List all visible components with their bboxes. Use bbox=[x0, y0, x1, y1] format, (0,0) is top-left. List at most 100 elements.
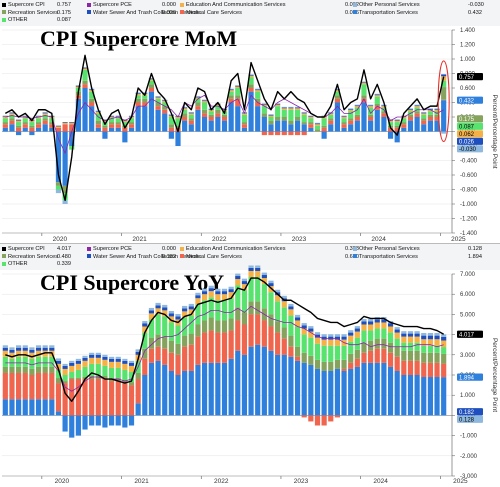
y-tick-label: -0.600 bbox=[460, 173, 478, 179]
x-tick-label: 2022 bbox=[212, 236, 227, 243]
bar-other-personal-services bbox=[202, 289, 207, 291]
bar-medical-care-services bbox=[209, 331, 214, 363]
bar-other bbox=[255, 92, 260, 99]
bar-other bbox=[415, 343, 420, 351]
value-tag: 0.432 bbox=[457, 97, 483, 105]
bar-recreation-services bbox=[242, 122, 247, 124]
bar-other-personal-services bbox=[3, 345, 8, 347]
bar-medical-care-services bbox=[116, 381, 121, 415]
bar-water-sewer-and-trash-collection-services bbox=[175, 316, 180, 319]
bar-water-sewer-and-trash-collection-services bbox=[421, 113, 426, 114]
bar-education-and-communication-services bbox=[388, 327, 393, 333]
bar-water-sewer-and-trash-collection-services bbox=[375, 319, 380, 322]
bar-other-personal-services bbox=[415, 105, 420, 106]
bar-transportation-services bbox=[381, 117, 386, 132]
bar-other-personal-services bbox=[434, 108, 439, 109]
bar-other bbox=[3, 118, 8, 122]
bar-medical-care-services bbox=[122, 383, 127, 415]
bar-other bbox=[282, 110, 287, 117]
bar-other bbox=[308, 118, 313, 122]
bar-transportation-services bbox=[361, 363, 366, 416]
bar-other bbox=[381, 329, 386, 339]
bar-transportation-services bbox=[295, 361, 300, 416]
bar-medical-care-services bbox=[288, 132, 293, 136]
value-tag: 0.757 bbox=[457, 73, 483, 81]
bar-medical-care-services bbox=[89, 103, 94, 107]
bar-transportation-services bbox=[222, 121, 227, 132]
bar-recreation-services bbox=[195, 103, 200, 107]
y-tick-label: 0.600 bbox=[460, 86, 476, 92]
value-tag-text: 0.026 bbox=[459, 140, 475, 146]
bar-other-personal-services bbox=[288, 107, 293, 108]
bar-other-personal-services bbox=[361, 319, 366, 321]
bar-other bbox=[282, 307, 287, 327]
bar-water-sewer-and-trash-collection-services bbox=[182, 308, 187, 311]
bar-education-and-communication-services bbox=[109, 362, 114, 368]
y-tick-label: -1.000 bbox=[460, 434, 478, 440]
bar-recreation-services bbox=[401, 122, 406, 124]
bar-other-personal-services bbox=[202, 100, 207, 101]
bar-water-sewer-and-trash-collection-services bbox=[288, 108, 293, 109]
value-tag-text: 0.182 bbox=[459, 410, 475, 416]
bar-water-sewer-and-trash-collection-services bbox=[109, 359, 114, 362]
bar-education-and-communication-services bbox=[129, 366, 134, 372]
bar-transportation-services bbox=[23, 128, 28, 132]
bar-other-personal-services bbox=[43, 345, 48, 347]
bar-water-sewer-and-trash-collection-services bbox=[361, 321, 366, 324]
bar-transportation-services bbox=[96, 415, 101, 425]
bar-transportation-services bbox=[235, 351, 240, 416]
bar-transportation-services bbox=[129, 128, 134, 132]
bar-other bbox=[16, 357, 21, 367]
bar-education-and-communication-services bbox=[381, 322, 386, 328]
bar-other bbox=[23, 118, 28, 122]
bar-other bbox=[69, 372, 74, 378]
bar-education-and-communication-services bbox=[155, 97, 160, 98]
bar-water-sewer-and-trash-collection-services bbox=[56, 126, 61, 127]
bar-education-and-communication-services bbox=[401, 337, 406, 343]
yoy-chart-svg: 7.0006.0005.0004.0003.0002.0001.0000.000… bbox=[0, 244, 500, 487]
bar-other bbox=[361, 84, 366, 95]
y-tick-label: 1.000 bbox=[460, 57, 476, 63]
bar-transportation-services bbox=[23, 399, 28, 415]
bar-other-personal-services bbox=[63, 364, 68, 366]
y-tick-label: 1.200 bbox=[460, 43, 476, 49]
bar-transportation-services bbox=[9, 399, 14, 415]
bar-education-and-communication-services bbox=[248, 271, 253, 277]
bar-medical-care-services bbox=[142, 359, 147, 375]
bar-medical-care-services bbox=[381, 349, 386, 363]
y-tick-label: -0.800 bbox=[460, 188, 478, 194]
bar-transportation-services bbox=[3, 399, 8, 415]
bar-transportation-services bbox=[209, 363, 214, 416]
bar-medical-care-services bbox=[355, 117, 360, 121]
bar-transportation-services bbox=[142, 375, 147, 415]
y-tick-label: -1.000 bbox=[460, 202, 478, 208]
bar-water-sewer-and-trash-collection-services bbox=[63, 366, 68, 369]
bar-other bbox=[335, 346, 340, 360]
bar-transportation-services bbox=[421, 377, 426, 415]
bar-transportation-services bbox=[248, 347, 253, 416]
bar-medical-care-services bbox=[189, 345, 194, 371]
bar-medical-care-services bbox=[348, 121, 353, 125]
bar-recreation-services bbox=[341, 122, 346, 124]
bar-other-personal-services bbox=[348, 108, 353, 109]
bar-other bbox=[63, 375, 68, 381]
bar-recreation-services bbox=[268, 314, 273, 326]
bar-transportation-services bbox=[136, 106, 141, 131]
bar-medical-care-services bbox=[43, 373, 48, 399]
bar-education-and-communication-services bbox=[375, 95, 380, 96]
bar-transportation-services bbox=[56, 411, 61, 415]
bar-water-sewer-and-trash-collection-services bbox=[215, 291, 220, 294]
bar-other-personal-services bbox=[235, 274, 240, 276]
bar-recreation-services bbox=[29, 126, 34, 128]
bar-transportation-services bbox=[162, 365, 167, 416]
x-tick-label: 2024 bbox=[373, 478, 388, 485]
bar-transportation-services bbox=[136, 403, 141, 415]
bar-recreation-services bbox=[408, 115, 413, 117]
bar-transportation-services bbox=[315, 369, 320, 415]
bar-water-sewer-and-trash-collection-services bbox=[415, 334, 420, 337]
bar-water-sewer-and-trash-collection-services bbox=[162, 307, 167, 310]
bar-water-sewer-and-trash-collection-services bbox=[381, 105, 386, 106]
bar-transportation-services bbox=[434, 377, 439, 415]
bar-recreation-services bbox=[375, 339, 380, 349]
